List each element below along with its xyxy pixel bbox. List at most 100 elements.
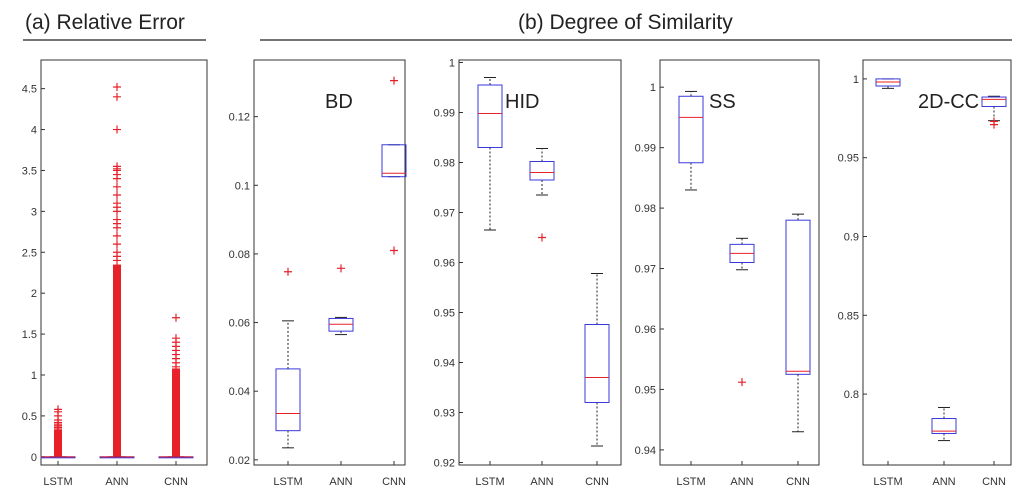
outlier-point: [113, 231, 121, 240]
plot-frame: [40, 59, 208, 466]
y-tick-label: 3: [31, 206, 37, 218]
y-tick-label: 0.95: [434, 308, 455, 320]
y-tick-label: 0.96: [434, 258, 455, 270]
iqr-box: [275, 368, 301, 432]
box-lstm: [678, 90, 704, 191]
box-ann: [729, 237, 755, 387]
outlier-band: [113, 264, 121, 457]
y-tick-label: 1: [853, 74, 859, 86]
outlier-point: [990, 117, 998, 126]
iqr-box: [785, 219, 811, 375]
panels: 0 0.5 1 1.5 2 2.5 3 3.5 4 4.5 LSTM ANN CNN 0.02 0.04 0.…: [22, 58, 1012, 488]
y-tick-label: 0.98: [635, 203, 656, 215]
y-tick-label: 0.8: [844, 389, 859, 401]
box-cnn: [584, 273, 610, 447]
outlier-point: [284, 267, 292, 276]
plot-frame: [253, 59, 406, 466]
outlier-point: [113, 240, 121, 249]
header-degree-of-similarity: (b) Degree of Similarity: [518, 11, 733, 34]
y-tick-label: 0.99: [635, 143, 656, 155]
y-tick-label: 0.04: [229, 386, 250, 398]
y-tick-label: 0.06: [229, 318, 250, 330]
iqr-box: [477, 84, 503, 148]
y-tick-label: 2.5: [22, 247, 37, 259]
y-tick-label: 1: [449, 58, 455, 70]
panel-bd: 0.02 0.04 0.06 0.08 0.1 0.12 LSTM ANN CNN BD: [229, 59, 407, 488]
box-cnn: [158, 313, 194, 459]
y-tick-label: 0: [31, 452, 37, 464]
box-lstm: [275, 267, 301, 449]
outlier-point: [113, 248, 121, 257]
x-tick-label: CNN: [982, 476, 1006, 488]
x-tick-label: CNN: [164, 476, 188, 488]
y-tick-label: 0.08: [229, 249, 250, 261]
iqr-box: [931, 418, 957, 434]
x-tick-label: ANN: [105, 476, 128, 488]
y-tick-label: 0.95: [635, 384, 656, 396]
outlier-point: [113, 83, 121, 91]
box-lstm: [40, 405, 76, 459]
iqr-box: [678, 95, 704, 164]
plot-frame: [862, 59, 1012, 466]
panel-hid: 0.92 0.93 0.94 0.95 0.96 0.97 0.98 0.99 1 LSTM ANN…: [434, 58, 622, 488]
y-tick-label: 0.02: [229, 455, 250, 467]
box-ann: [529, 148, 555, 242]
box-cnn: [981, 95, 1007, 129]
x-tick-label: LSTM: [873, 476, 902, 488]
x-tick-label: ANN: [530, 476, 553, 488]
y-tick-label: 0.97: [635, 264, 656, 276]
panel-ss: 0.94 0.95 0.96 0.97 0.98 0.99 1 LSTM ANN CNN SS: [635, 59, 820, 488]
iqr-box: [584, 324, 610, 403]
x-tick-label: CNN: [585, 476, 609, 488]
panel-label: 2D-CC: [918, 91, 979, 113]
outlier-point: [172, 334, 180, 343]
outlier-point: [738, 378, 746, 387]
iqr-box: [981, 96, 1007, 107]
box-ann: [99, 83, 135, 459]
outlier-point: [113, 125, 121, 134]
y-tick-label: 0.1: [235, 180, 250, 192]
iqr-box: [529, 161, 555, 181]
box-ann: [328, 264, 354, 336]
x-tick-label: ANN: [730, 476, 753, 488]
outlier-point: [113, 162, 121, 171]
panel-label: SS: [709, 91, 736, 113]
outlier-point: [390, 76, 398, 85]
y-tick-label: 3.5: [22, 165, 37, 177]
box-cnn: [785, 213, 811, 433]
x-tick-label: ANN: [932, 476, 955, 488]
plot-frame: [659, 59, 820, 466]
y-tick-label: 0.5: [22, 411, 37, 423]
y-tick-label: 1.5: [22, 329, 37, 341]
panel-label: BD: [325, 91, 353, 113]
outlier-point: [113, 182, 121, 191]
outlier-point: [113, 191, 121, 199]
y-tick-label: 0.12: [229, 112, 250, 124]
y-tick-label: 0.94: [635, 445, 656, 457]
y-tick-label: 1: [650, 82, 656, 94]
outlier-band: [172, 368, 180, 457]
box-lstm: [477, 77, 503, 231]
box-cnn: [381, 76, 407, 255]
y-tick-label: 0.97: [434, 208, 455, 220]
y-tick-label: 1: [31, 370, 37, 382]
y-tick-label: 2: [31, 288, 37, 300]
x-tick-label: LSTM: [475, 476, 504, 488]
y-tick-label: 4: [31, 125, 37, 137]
y-tick-label: 0.93: [434, 408, 455, 420]
box-lstm: [875, 78, 901, 89]
x-tick-label: LSTM: [273, 476, 302, 488]
panel-label: HID: [505, 91, 539, 113]
outlier-point: [390, 246, 398, 255]
x-tick-label: CNN: [786, 476, 810, 488]
outlier-point: [337, 264, 345, 273]
y-tick-label: 0.98: [434, 158, 455, 170]
y-tick-label: 4.5: [22, 84, 37, 96]
x-tick-label: LSTM: [676, 476, 705, 488]
iqr-box: [381, 144, 407, 178]
outlier-point: [113, 199, 121, 208]
y-tick-label: 0.99: [434, 108, 455, 120]
y-tick-label: 0.94: [434, 358, 455, 370]
x-tick-label: CNN: [382, 476, 406, 488]
